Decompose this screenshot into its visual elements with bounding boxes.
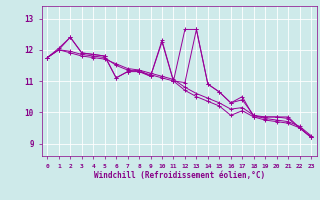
X-axis label: Windchill (Refroidissement éolien,°C): Windchill (Refroidissement éolien,°C) [94, 171, 265, 180]
